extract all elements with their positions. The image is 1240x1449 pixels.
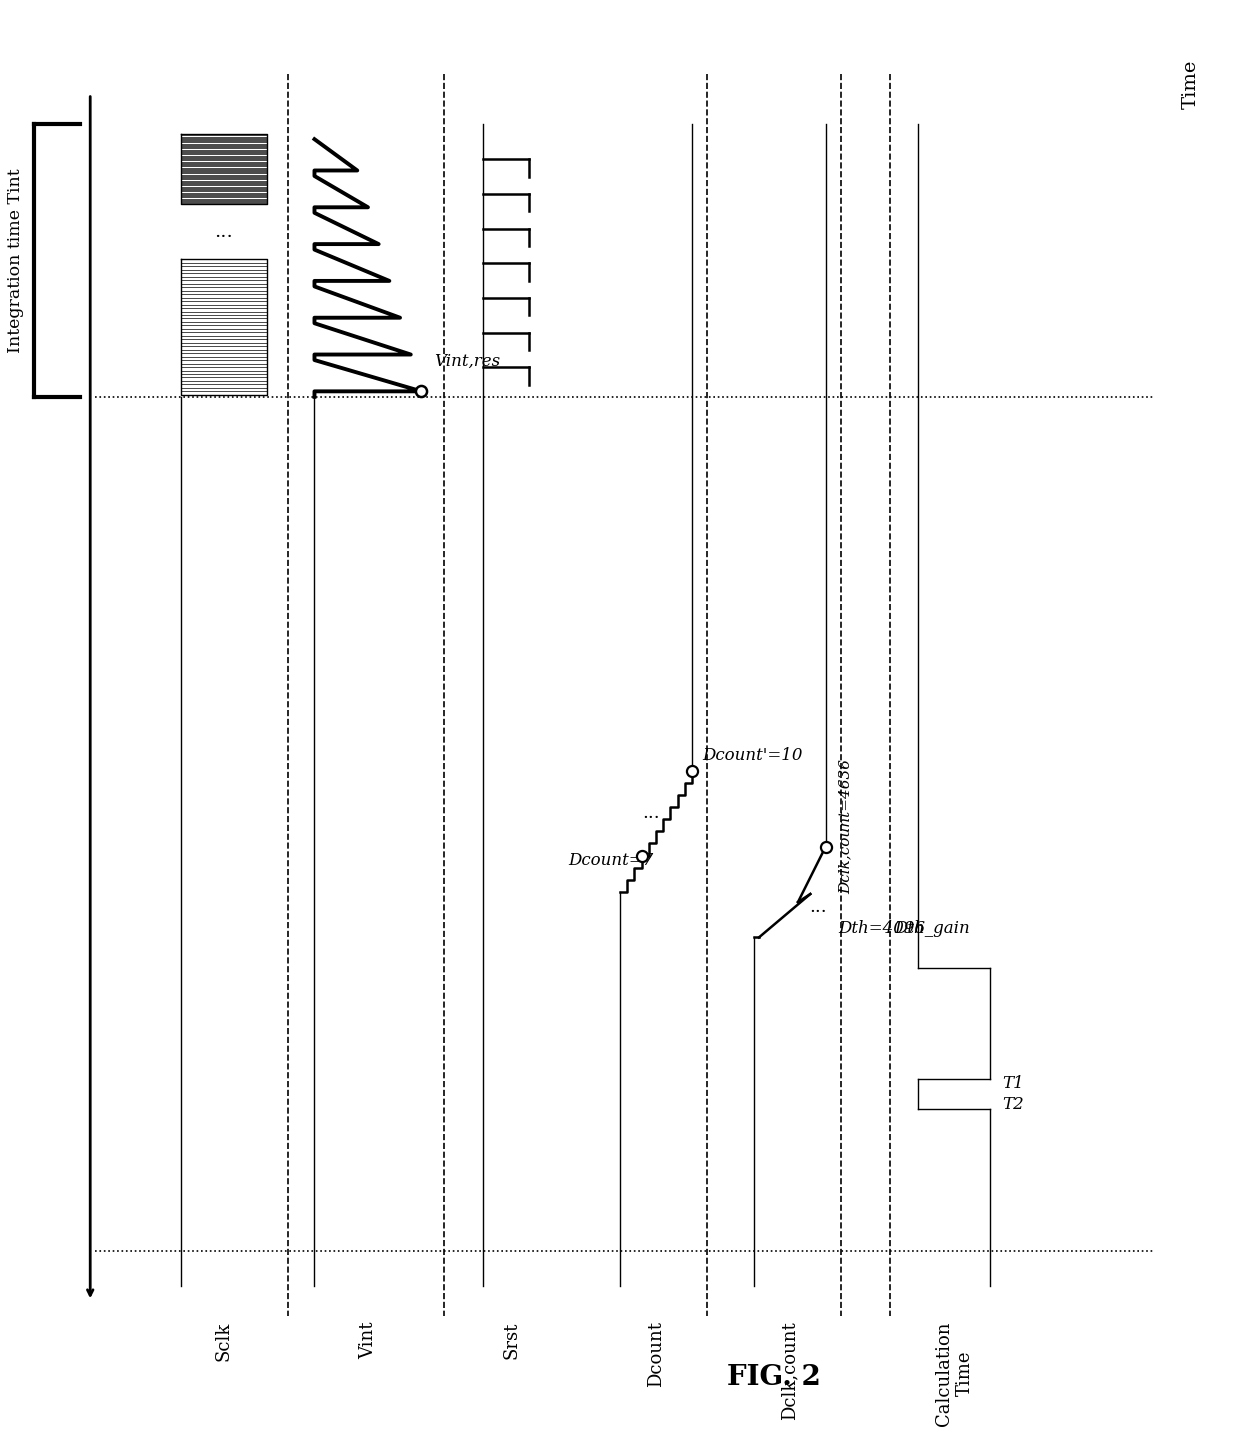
Text: Sclk: Sclk — [215, 1321, 233, 1361]
Text: Srst: Srst — [503, 1321, 521, 1359]
Text: Time: Time — [1182, 59, 1200, 109]
Text: Vint,res: Vint,res — [434, 352, 500, 369]
Text: Dth=4096: Dth=4096 — [838, 920, 925, 938]
Text: ...: ... — [215, 223, 233, 241]
Text: Integration time Tint: Integration time Tint — [6, 168, 24, 352]
Text: ...: ... — [642, 804, 660, 822]
Text: Calculation
Time: Calculation Time — [935, 1321, 973, 1426]
Text: Dclk,count=4636: Dclk,count=4636 — [838, 759, 852, 894]
Text: Dcount: Dcount — [647, 1321, 665, 1388]
Text: Dcount=7: Dcount=7 — [569, 852, 653, 869]
Text: T2: T2 — [1003, 1095, 1024, 1113]
Text: Dclk,count: Dclk,count — [781, 1321, 799, 1420]
Text: Dth_gain: Dth_gain — [895, 920, 971, 938]
Text: Vint: Vint — [358, 1321, 377, 1359]
Text: T1: T1 — [1003, 1075, 1024, 1093]
Text: FIG. 2: FIG. 2 — [728, 1364, 821, 1391]
Text: Dcount'=10: Dcount'=10 — [702, 748, 802, 764]
Text: ...: ... — [810, 898, 827, 916]
